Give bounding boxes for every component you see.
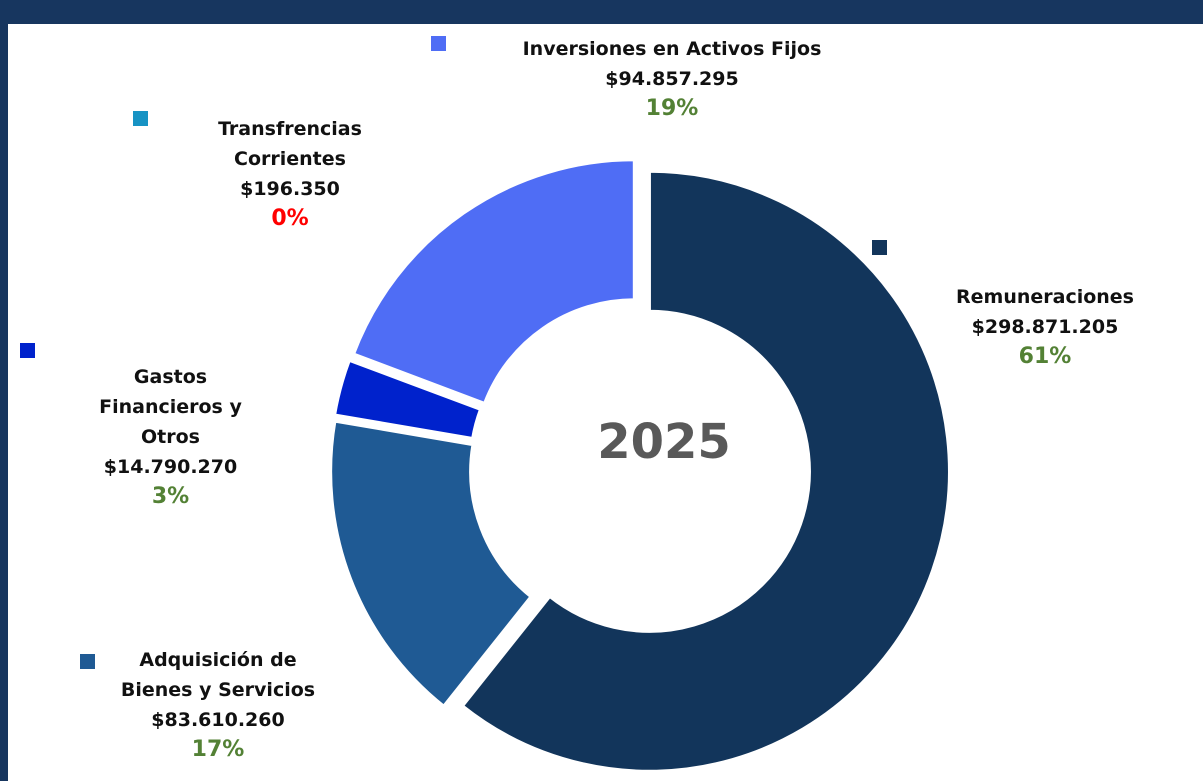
donut-slice	[351, 158, 636, 406]
donut-slice	[332, 358, 483, 441]
data-label: Gastos Financieros y Otros $14.790.270 3%	[98, 362, 243, 512]
category-label: Adquisición de Bienes y Servicios	[120, 649, 316, 701]
data-label: Remuneraciones $298.871.205 61%	[935, 282, 1155, 372]
category-label: Inversiones en Activos Fijos	[522, 38, 822, 60]
category-label: Gastos Financieros y Otros	[99, 366, 242, 448]
category-label: Transfrencias Corrientes	[218, 118, 362, 170]
data-label: Inversiones en Activos Fijos $94.857.295 1…	[472, 34, 872, 124]
value-label: $196.350	[240, 178, 340, 200]
percent-label: 61%	[1018, 344, 1072, 369]
value-label: $94.857.295	[605, 68, 739, 90]
legend-marker	[80, 654, 95, 669]
value-label: $298.871.205	[971, 316, 1119, 338]
legend-marker	[431, 36, 446, 51]
percent-label: 19%	[645, 96, 699, 121]
legend-marker	[133, 111, 148, 126]
value-label: $83.610.260	[151, 709, 285, 731]
data-label: Adquisición de Bienes y Servicios $83.610…	[108, 645, 328, 765]
percent-label: 17%	[191, 737, 245, 762]
legend-marker	[20, 343, 35, 358]
data-label: Transfrencias Corrientes $196.350 0%	[200, 114, 380, 234]
donut-slice	[460, 169, 951, 773]
percent-label: 3%	[151, 484, 190, 509]
percent-label: 0%	[271, 206, 309, 231]
legend-marker	[872, 240, 887, 255]
donut-slice	[329, 419, 534, 709]
value-label: $14.790.270	[103, 456, 238, 478]
category-label: Remuneraciones	[956, 286, 1134, 308]
center-label: 2025	[597, 414, 731, 470]
